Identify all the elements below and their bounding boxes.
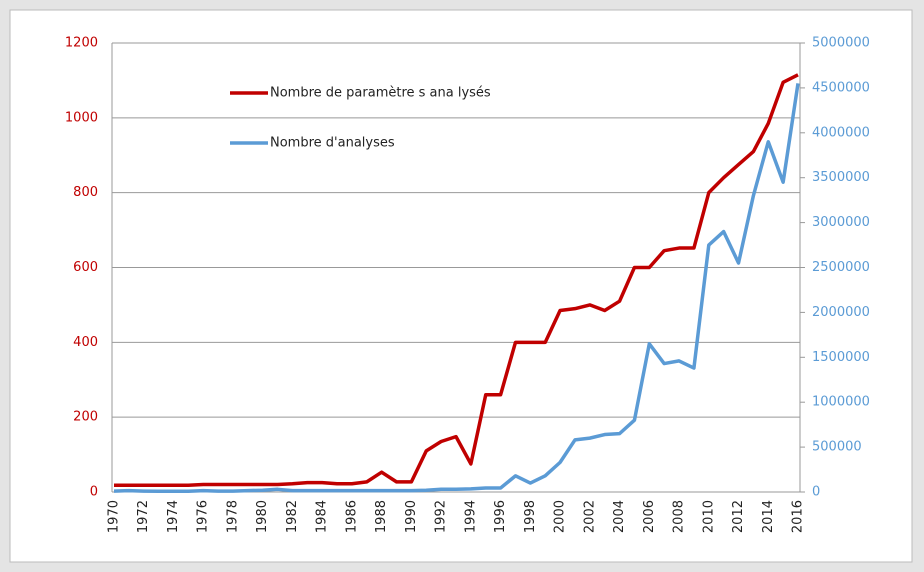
y2-tick-label: 1000000 <box>812 395 870 410</box>
x-tick-label: 2012 <box>731 500 746 533</box>
y-tick-label: 1200 <box>65 36 98 51</box>
x-tick-label: 2010 <box>701 500 716 533</box>
y2-tick-label: 1500000 <box>812 350 870 365</box>
x-tick-label: 1998 <box>523 500 538 533</box>
y-tick-label: 200 <box>73 410 98 425</box>
x-tick-label: 1992 <box>434 500 449 533</box>
x-tick-label: 1978 <box>225 500 240 533</box>
x-tick-label: 2016 <box>791 500 806 533</box>
legend-label: Nombre de paramètre s ana lysés <box>270 86 491 101</box>
y2-tick-label: 0 <box>812 485 820 500</box>
x-tick-label: 1986 <box>344 500 359 533</box>
y2-tick-label: 500000 <box>812 440 862 455</box>
y2-tick-label: 5000000 <box>812 36 870 51</box>
x-tick-label: 1976 <box>196 500 211 533</box>
x-tick-label: 1990 <box>404 500 419 533</box>
x-tick-label: 1970 <box>107 500 122 533</box>
x-tick-label: 2006 <box>642 500 657 533</box>
series-line <box>114 73 799 488</box>
y-tick-label: 800 <box>73 185 98 200</box>
x-tick-label: 1984 <box>315 500 330 533</box>
y2-tick-label: 3500000 <box>812 170 870 185</box>
y-tick-label: 400 <box>73 335 98 350</box>
x-tick-label: 2014 <box>761 500 776 533</box>
x-tick-label: 2000 <box>553 500 568 533</box>
x-tick-label: 1988 <box>374 500 389 533</box>
y-tick-label: 600 <box>73 260 98 275</box>
chart-area <box>9 9 913 563</box>
y2-tick-label: 3000000 <box>812 215 870 230</box>
x-tick-label: 1996 <box>493 500 508 533</box>
y-tick-label: 0 <box>90 485 98 500</box>
x-tick-label: 1974 <box>166 500 181 533</box>
x-tick-label: 1982 <box>285 500 300 533</box>
legend-label: Nombre d'analyses <box>270 136 395 151</box>
x-tick-label: 1994 <box>463 500 478 533</box>
y-tick-label: 1000 <box>65 110 98 125</box>
y2-tick-label: 2000000 <box>812 305 870 320</box>
x-tick-label: 2008 <box>672 500 687 533</box>
x-tick-label: 2002 <box>582 500 597 533</box>
x-tick-label: 2004 <box>612 500 627 533</box>
series-line <box>113 83 800 494</box>
y2-tick-label: 2500000 <box>812 260 870 275</box>
x-tick-label: 1980 <box>255 500 270 533</box>
x-tick-label: 1972 <box>136 500 151 533</box>
y2-tick-label: 4500000 <box>812 80 870 95</box>
y2-tick-label: 4000000 <box>812 125 870 140</box>
